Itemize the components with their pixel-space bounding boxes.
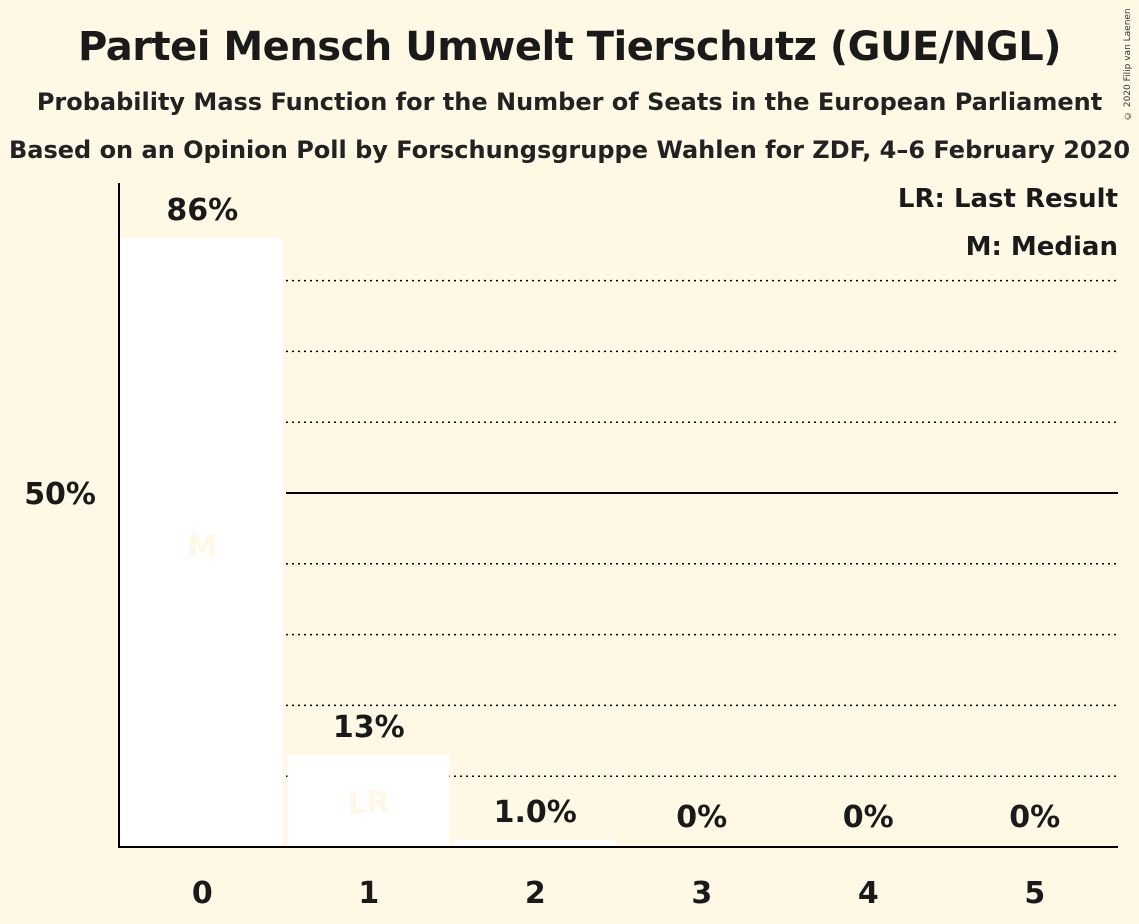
chart-subtitle: Probability Mass Function for the Number… bbox=[36, 88, 1103, 116]
bar-1 bbox=[287, 754, 450, 847]
value-label: 0% bbox=[676, 800, 727, 835]
bar-0 bbox=[121, 238, 283, 847]
legend-last-result: LR: Last Result bbox=[897, 184, 1118, 214]
value-label: 1.0% bbox=[494, 795, 577, 830]
x-tick-label: 2 bbox=[525, 876, 546, 911]
value-label: 13% bbox=[333, 710, 405, 745]
x-tick-label: 0 bbox=[192, 876, 213, 911]
chart-title: Partei Mensch Umwelt Tierschutz (GUE/NGL… bbox=[78, 24, 1061, 70]
x-tick-label: 4 bbox=[858, 876, 879, 911]
legend-median: M: Median bbox=[965, 232, 1118, 262]
x-tick-label: 3 bbox=[691, 876, 712, 911]
poll-note: Based on an Opinion Poll by Forschungsgr… bbox=[8, 136, 1131, 164]
last-result-marker: LR bbox=[348, 786, 390, 821]
median-marker: M bbox=[187, 530, 217, 565]
bar-2 bbox=[454, 839, 616, 847]
value-label: 0% bbox=[843, 800, 894, 835]
value-label: 86% bbox=[166, 193, 238, 228]
value-label: 0% bbox=[1009, 800, 1060, 835]
x-tick-label: 1 bbox=[358, 876, 379, 911]
y-tick-label: 50% bbox=[24, 477, 96, 512]
x-tick-label: 5 bbox=[1024, 876, 1045, 911]
